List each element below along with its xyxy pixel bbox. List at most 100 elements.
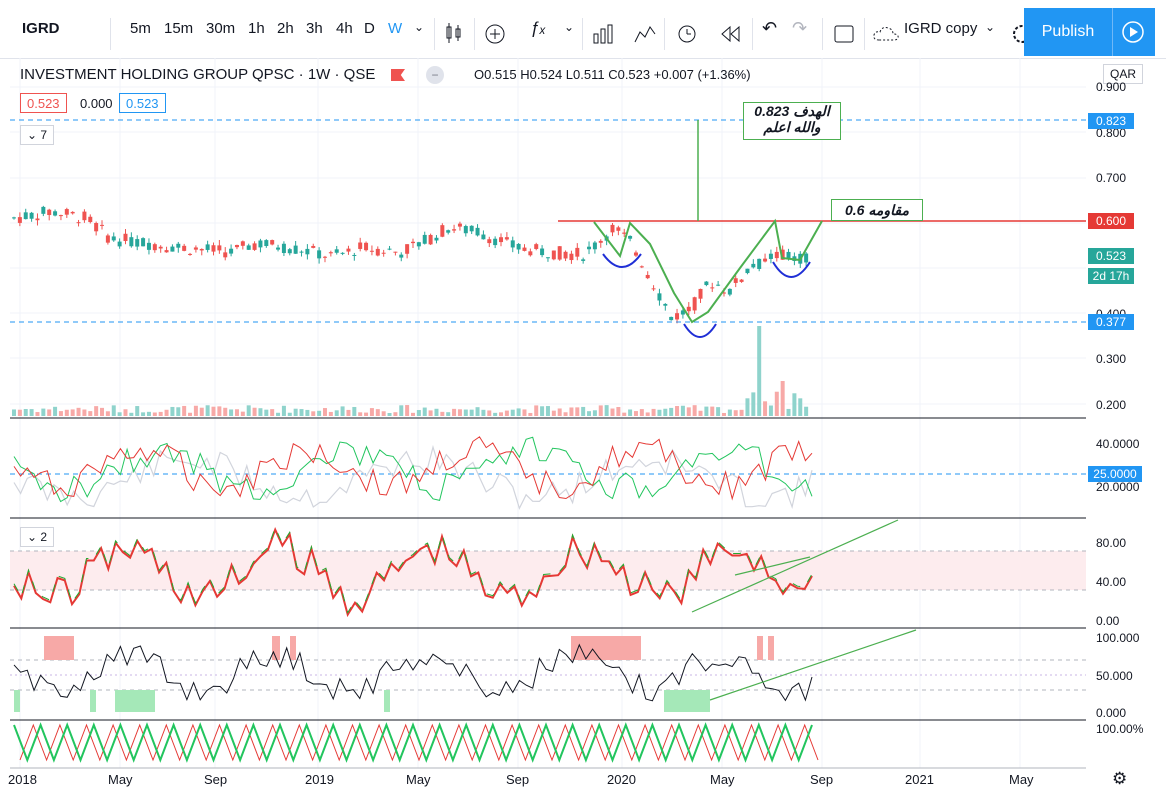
candles-icon[interactable]: [444, 22, 464, 44]
interval-d[interactable]: D: [364, 20, 375, 37]
candle-body: [528, 251, 533, 256]
candle-body: [733, 278, 738, 283]
value-box-blue: 0.523: [119, 93, 166, 113]
price-label: 0.800: [1096, 126, 1127, 140]
currency-label[interactable]: QAR: [1103, 64, 1144, 84]
osc4-label: 100.00%: [1096, 722, 1144, 736]
layout-name[interactable]: IGRD copy: [904, 20, 978, 37]
price-label: 0.900: [1096, 80, 1127, 94]
publish-button[interactable]: Publish: [1024, 8, 1112, 56]
collapse-oscillators-button[interactable]: ⌄ 2: [20, 527, 55, 547]
interval-15m[interactable]: 15m: [164, 20, 194, 37]
candle-body: [710, 287, 715, 289]
volume-bar: [393, 412, 398, 416]
volume-bar: [704, 406, 709, 416]
volume-bar: [346, 409, 351, 416]
volume-bar: [223, 407, 228, 416]
candle-body: [217, 245, 222, 251]
candle-body: [704, 281, 709, 286]
chevron-down-icon[interactable]: ⌄: [414, 20, 425, 34]
candle-body: [70, 211, 75, 214]
volume-bar: [633, 411, 638, 416]
volume-bar: [205, 405, 210, 416]
candle-body: [575, 247, 580, 257]
candle-body: [364, 242, 369, 251]
candle-body: [381, 252, 386, 254]
candle-body: [692, 297, 697, 311]
volume-bars: [12, 326, 809, 416]
bar-chart-icon[interactable]: [592, 24, 614, 44]
volume-bar: [757, 326, 762, 416]
symbol-search[interactable]: IGRD: [22, 20, 60, 37]
candle-body: [287, 249, 292, 254]
candle-body: [393, 251, 398, 253]
replay-icon[interactable]: [720, 25, 742, 43]
candle-body: [452, 229, 457, 231]
fullscreen-icon[interactable]: [834, 24, 854, 44]
candle-body: [223, 252, 228, 258]
support-price-tag: 0.377: [1088, 314, 1134, 330]
value-box-red: 0.523: [20, 93, 67, 113]
interval-3h[interactable]: 3h: [306, 20, 323, 37]
collapse-indicators-button[interactable]: ⌄ 7: [20, 125, 55, 145]
candle-body: [35, 218, 40, 221]
interval-2h[interactable]: 2h: [277, 20, 294, 37]
candle-body: [768, 253, 773, 259]
volume-bar: [199, 407, 204, 416]
undo-icon[interactable]: ↶: [762, 18, 778, 38]
add-indicator-icon[interactable]: [484, 23, 506, 45]
candle-body: [569, 253, 574, 261]
volume-bar: [229, 409, 234, 416]
aroon-down-line: [19, 723, 819, 762]
chevron-down-icon[interactable]: ⌄: [985, 20, 996, 34]
volume-bar: [293, 408, 298, 416]
volume-bar: [463, 409, 468, 416]
volume-bar: [487, 410, 492, 416]
interval-4h[interactable]: 4h: [336, 20, 353, 37]
oversold-zone: [14, 690, 20, 712]
volume-bar: [340, 406, 345, 416]
interval-1h[interactable]: 1h: [248, 20, 265, 37]
gear-icon[interactable]: ⚙: [1112, 769, 1128, 788]
candle-body: [481, 234, 486, 240]
interval-5m[interactable]: 5m: [130, 20, 151, 37]
volume-bar: [276, 412, 281, 416]
candle-body: [774, 251, 779, 259]
resistance-annotation[interactable]: مقاومه 0.6: [831, 199, 923, 221]
gear-icon[interactable]: [1010, 23, 1026, 45]
redo-icon[interactable]: ↷: [792, 18, 808, 38]
candle-body: [340, 252, 345, 254]
candle-body: [633, 252, 638, 256]
compare-icon[interactable]: [634, 24, 656, 44]
cloud-icon[interactable]: [872, 24, 900, 44]
volume-bar: [123, 409, 128, 416]
volume-bar: [416, 410, 421, 416]
candle-body: [622, 232, 627, 234]
interval-30m[interactable]: 30m: [206, 20, 236, 37]
volume-bar: [387, 412, 392, 416]
volume-bar: [152, 412, 157, 416]
target-annotation[interactable]: الهدف 0.823 والله اعلم: [743, 102, 841, 140]
candle-body: [199, 248, 204, 251]
interval-w[interactable]: W: [388, 20, 403, 37]
minus-icon[interactable]: −: [426, 66, 444, 84]
chevron-down-icon[interactable]: ⌄: [564, 20, 575, 34]
candle-body: [146, 242, 151, 250]
candle-body: [475, 227, 480, 236]
volume-bar: [540, 406, 545, 416]
candle-body: [763, 258, 768, 262]
volume-bar: [786, 408, 791, 416]
candle-body: [522, 247, 527, 251]
minus-di-line: [13, 436, 813, 501]
volume-bar: [675, 406, 680, 416]
candle-body: [47, 209, 52, 216]
candle-body: [469, 225, 474, 232]
candle-body: [416, 242, 421, 247]
candle-body: [281, 243, 286, 254]
play-button[interactable]: [1112, 8, 1155, 56]
candle-body: [334, 249, 339, 253]
candle-body: [346, 248, 351, 252]
fx-icon[interactable]: ƒₓ: [530, 18, 546, 37]
alert-clock-icon[interactable]: [676, 22, 700, 46]
